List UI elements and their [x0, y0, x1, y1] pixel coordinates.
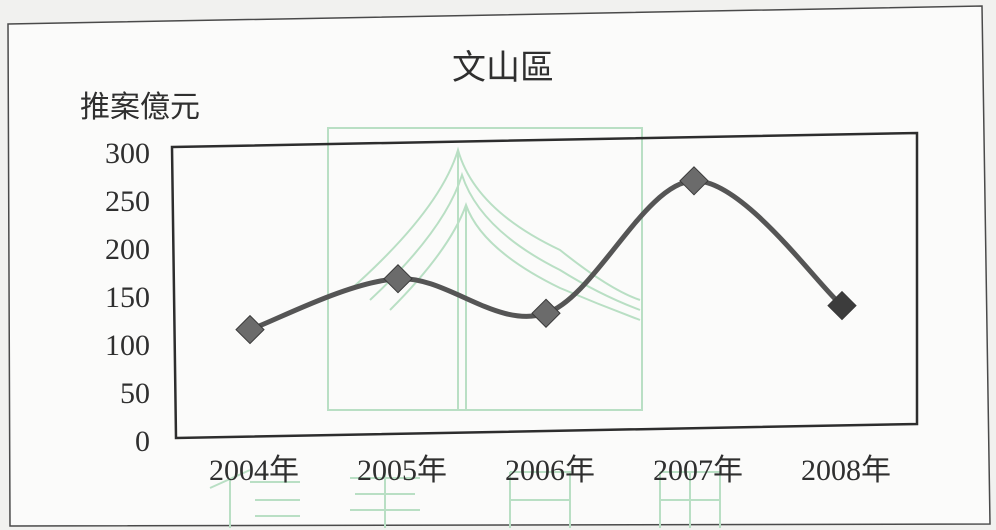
data-point-marker — [383, 264, 413, 294]
y-tick-label: 200 — [105, 233, 150, 266]
y-tick-label: 100 — [105, 329, 150, 362]
x-axis-ticks: 2004年 2005年 2006年 2007年 2008年 — [209, 454, 891, 487]
data-point-marker — [827, 290, 857, 321]
x-tick-label: 2005年 — [357, 454, 447, 487]
x-tick-label: 2008年 — [801, 454, 891, 487]
plot-area-border — [170, 131, 919, 440]
data-point-marker — [679, 166, 709, 196]
y-axis-label: 推案億元 — [80, 91, 200, 124]
x-tick-label: 2006年 — [505, 454, 595, 487]
y-axis-ticks: 0 50 100 150 200 250 300 — [105, 137, 150, 458]
x-tick-label: 2004年 — [209, 454, 299, 487]
y-tick-label: 300 — [105, 137, 150, 170]
watermark-graphic — [209, 127, 721, 528]
y-tick-label: 50 — [120, 377, 150, 410]
data-point-marker — [235, 314, 265, 345]
data-point-marker — [531, 298, 561, 328]
series-layer — [235, 166, 857, 345]
x-tick-label: 2007年 — [653, 454, 743, 487]
y-tick-label: 150 — [105, 281, 150, 314]
chart-title: 文山區 — [452, 49, 554, 87]
y-tick-label: 0 — [135, 425, 150, 458]
y-tick-label: 250 — [105, 185, 150, 218]
